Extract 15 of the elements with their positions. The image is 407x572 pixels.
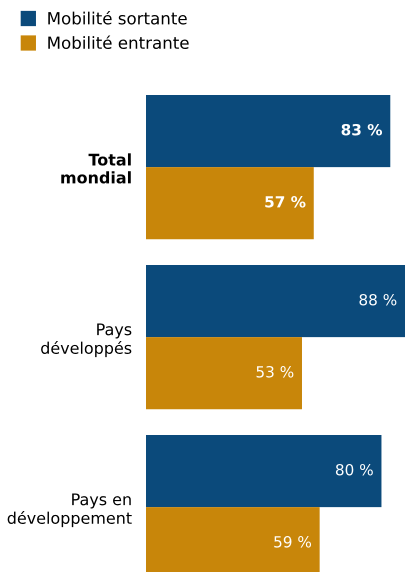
legend-label: Mobilité entrante [48,35,189,50]
data-label: 88 % [359,294,396,306]
data-label: 53 % [256,366,294,378]
data-label: 80 % [336,464,373,476]
data-label: 59 % [274,536,312,548]
legend-label: Mobilité sortante [48,11,187,25]
data-label: 57 % [265,196,306,208]
bar [146,337,302,410]
data-label: 83 % [342,124,382,136]
y-tick-label: Pays en développement [8,493,132,528]
bar [146,265,406,338]
y-tick-label: Total mondial [61,153,131,184]
bar [146,95,390,168]
bar [146,167,314,240]
y-tick-label: Pays développés [41,323,132,358]
